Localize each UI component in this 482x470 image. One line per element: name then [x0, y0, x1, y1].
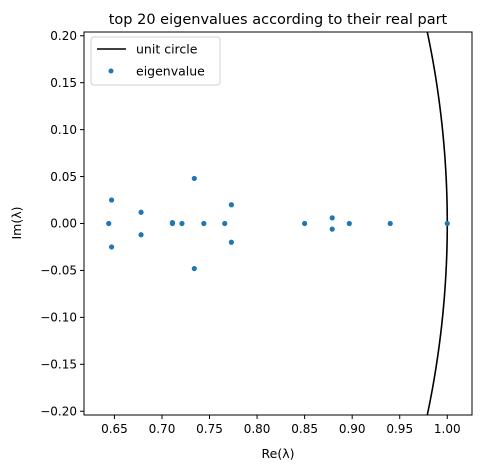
- legend: unit circle eigenvalue: [90, 36, 221, 86]
- x-axis-label: Re(λ): [262, 446, 295, 461]
- eigenvalue-point: [346, 220, 352, 227]
- y-tick-label: 0.05: [50, 170, 77, 184]
- unit-circle-curve: [426, 32, 449, 415]
- eigenvalue-point: [191, 265, 197, 272]
- x-tick-label: 0.85: [291, 422, 318, 436]
- eigenvalue-point: [108, 244, 115, 250]
- chart-title: top 20 eigenvalues according to their re…: [109, 12, 448, 28]
- legend-eigenvalue-label: eigenvalue: [136, 64, 205, 79]
- y-tick-label: 0.20: [50, 29, 77, 43]
- eigenvalue-point: [222, 220, 228, 227]
- eigenvalue-point: [387, 220, 393, 227]
- eigenvalue-point: [191, 175, 197, 182]
- y-tick-label: 0.00: [50, 217, 77, 231]
- y-tick-label: −0.05: [40, 264, 77, 278]
- x-tick-label: 0.90: [339, 422, 366, 436]
- x-tick-label: 0.95: [386, 422, 413, 436]
- legend-point-marker: [108, 68, 114, 74]
- x-tick-label: 1.00: [434, 422, 461, 436]
- plot-frame: [83, 31, 473, 416]
- x-tick-label: 0.70: [149, 422, 176, 436]
- y-axis-label: Im(λ): [9, 206, 24, 239]
- x-tick-label: 0.65: [101, 422, 128, 436]
- eigenvalue-point: [228, 239, 234, 245]
- y-tick-label: −0.15: [40, 358, 77, 372]
- legend-unit-circle-label: unit circle: [136, 42, 198, 57]
- eigenvalue-point: [138, 209, 144, 215]
- eigenvalue-point: [228, 202, 234, 208]
- eigenvalue-point: [444, 220, 450, 227]
- y-tick-label: 0.10: [50, 123, 77, 137]
- eigenvalue-point: [329, 226, 335, 232]
- eigenvalue-point: [106, 220, 112, 227]
- eigenvalue-point: [169, 219, 176, 226]
- x-tick-label: 0.75: [196, 422, 223, 436]
- eigenvalue-point: [201, 220, 207, 227]
- y-tick-label: −0.20: [40, 404, 77, 418]
- unit-circle-layer: [426, 32, 449, 415]
- y-tick-label: 0.15: [50, 76, 77, 90]
- eigenvalue-point: [302, 220, 308, 227]
- eigenvalue-point: [179, 220, 185, 227]
- eigenvalue-point: [138, 232, 144, 238]
- x-tick-label: 0.80: [244, 422, 271, 436]
- x-axis-ticks: 0.65 0.70 0.75 0.80 0.85 0.90 0.95 1.00: [101, 415, 461, 436]
- eigenvalue-points-layer: [106, 175, 450, 272]
- y-tick-label: −0.10: [40, 311, 77, 325]
- eigenvalue-point: [329, 215, 335, 221]
- eigenvalue-point: [108, 197, 115, 203]
- y-axis-ticks: 0.20 0.15 0.10 0.05 0.00 −0.05 −0.10 −0.15 −0.20: [40, 29, 84, 418]
